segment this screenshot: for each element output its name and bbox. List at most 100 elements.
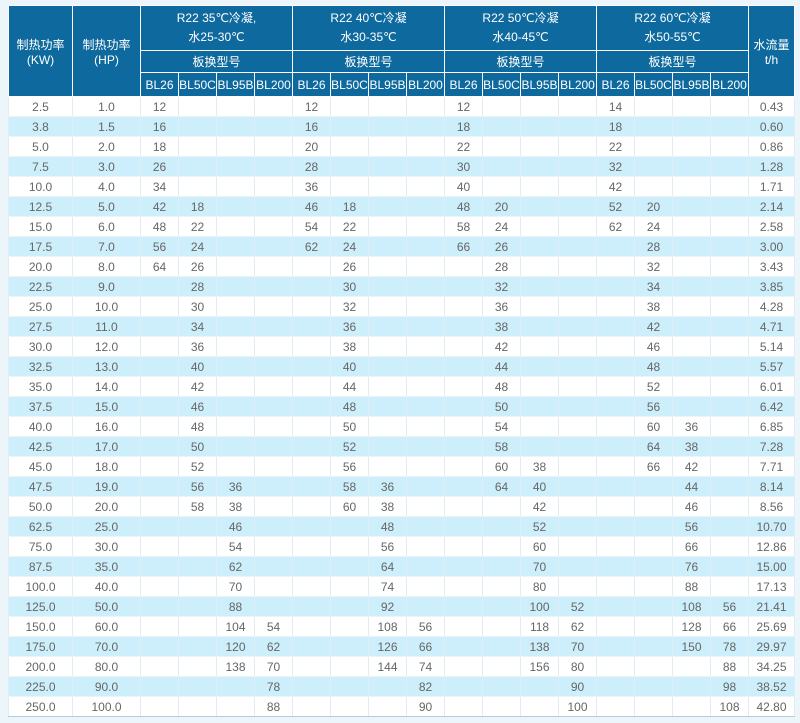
model-value-cell [596,656,636,677]
model-value-cell [140,676,179,697]
model-value-cell [596,676,636,697]
model-value-cell [520,236,560,257]
model-value-cell: 42 [672,456,712,477]
kw-cell: 40.0 [8,416,73,437]
model-value-cell [558,156,598,177]
table-row: 27.5 11.0 34 36 38 42 4.71 [8,316,796,337]
model-value-cell [406,176,446,197]
table-row: 3.8 1.5 16 16 18 18 0.60 [8,116,796,137]
model-value-cell: 38 [672,436,712,457]
model-value-cell [444,276,484,297]
model-value-cell: 54 [292,216,332,237]
table-row: 2.5 1.0 12 12 12 14 0.43 [8,96,796,117]
model-value-cell [482,96,522,117]
model-value-cell [292,676,332,697]
model-value-cell [368,196,408,217]
model-value-cell: 48 [368,516,408,537]
model-value-cell: 32 [634,256,674,277]
model-value-cell: 18 [596,116,636,137]
model-value-cell: 30 [330,276,370,297]
model-value-cell [634,616,674,637]
model-type-label-3: 板换型号 [596,50,750,73]
flow-cell: 21.41 [748,596,796,617]
kw-cell: 22.5 [8,276,73,297]
model-value-cell [558,236,598,257]
model-value-cell [406,416,446,437]
model-value-cell: 108 [672,596,712,617]
table-row: 17.5 7.0 56 24 62 24 66 26 28 3.00 [8,236,796,257]
model-value-cell [406,316,446,337]
model-value-cell [672,336,712,357]
model-value-cell [292,356,332,377]
model-value-cell [253,336,294,357]
model-value-cell [596,356,636,377]
model-value-cell: 98 [710,676,750,697]
model-value-cell [482,636,522,657]
model-value-cell: 42 [596,176,636,197]
model-value-cell [368,436,408,457]
model-value-cell [178,96,217,117]
model-value-cell [520,356,560,377]
model-value-cell [216,216,255,237]
model-value-cell [558,296,598,317]
model-value-cell [558,516,598,537]
model-value-cell [710,496,750,517]
kw-cell: 225.0 [8,676,73,697]
model-value-cell [710,456,750,477]
model-value-cell [558,496,598,517]
model-value-cell [368,176,408,197]
model-value-cell: 56 [178,476,217,497]
model-value-cell [596,536,636,557]
kw-cell: 37.5 [8,396,73,417]
flow-cell: 42.80 [748,696,796,717]
model-value-cell [710,336,750,357]
model-value-cell [140,276,179,297]
model-value-cell [520,416,560,437]
model-value-cell [672,356,712,377]
model-value-cell: 44 [482,356,522,377]
table-row: 40.0 16.0 48 50 54 60 36 6.85 [8,416,796,437]
model-value-cell: 108 [368,616,408,637]
model-value-cell [368,316,408,337]
table-row: 175.0 70.0 120 62 126 66 138 70 150 78 29.97 [8,636,796,657]
model-value-cell: 50 [330,416,370,437]
model-value-cell [444,596,484,617]
model-value-cell: 66 [710,616,750,637]
model-value-cell [558,116,598,137]
model-value-cell: 66 [406,636,446,657]
model-value-cell [482,136,522,157]
model-value-cell: 46 [292,196,332,217]
model-value-cell [482,536,522,557]
model-value-cell [330,556,370,577]
model-value-cell [406,556,446,577]
model-value-cell: 46 [216,516,255,537]
model-value-cell: 58 [444,216,484,237]
model-value-cell [482,156,522,177]
model-value-cell [520,276,560,297]
model-value-cell [558,356,598,377]
model-value-cell [216,336,255,357]
model-value-cell: 18 [140,136,179,157]
model-value-cell [406,496,446,517]
model-value-cell [558,376,598,397]
model-value-cell: 24 [634,216,674,237]
model-value-cell: 36 [330,316,370,337]
model-value-cell [406,516,446,537]
model-value-cell: 46 [672,496,712,517]
model-value-cell [520,196,560,217]
flow-cell: 3.00 [748,236,796,257]
hp-cell: 35.0 [72,556,141,577]
model-value-cell [444,676,484,697]
model-value-cell: 48 [330,396,370,417]
model-value-cell: 62 [558,616,598,637]
flow-cell: 17.13 [748,576,796,597]
hp-cell: 16.0 [72,416,141,437]
model-value-cell: 50 [482,396,522,417]
kw-cell: 100.0 [8,576,73,597]
model-value-cell [520,676,560,697]
model-value-cell [558,196,598,217]
model-value-cell: 144 [368,656,408,677]
model-value-cell: 18 [444,116,484,137]
model-value-cell [330,596,370,617]
model-value-cell: 14 [596,96,636,117]
